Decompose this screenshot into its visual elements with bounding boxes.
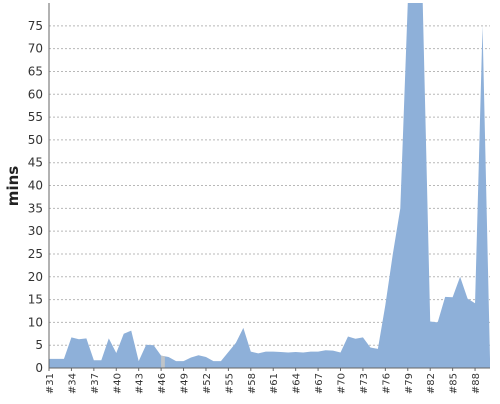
y-tick-label: 15 — [28, 293, 43, 307]
x-tick-label: #67 — [314, 373, 325, 394]
x-tick-label: #76 — [381, 373, 392, 394]
y-tick-label: 50 — [28, 133, 43, 147]
y-tick-label: 0 — [35, 361, 43, 375]
x-tick-label: #46 — [157, 373, 168, 394]
x-tick-label: #61 — [269, 373, 280, 394]
x-tick-label: #52 — [202, 373, 213, 394]
x-tick-labels: #31 #34 #37 #40 #43 #46 #49 #52 #55 #58 #61 #64 #67 #… — [45, 368, 482, 394]
y-tick-label: 45 — [28, 156, 43, 170]
y-tick-label: 60 — [28, 87, 43, 101]
y-tick-label: 65 — [28, 64, 43, 78]
x-tick-label: #43 — [135, 373, 146, 394]
y-tick-label: 75 — [28, 19, 43, 33]
x-tick-label: #40 — [112, 373, 123, 394]
x-tick-label: #88 — [471, 373, 482, 394]
y-tick-label: 55 — [28, 110, 43, 124]
x-tick-label: #49 — [180, 373, 191, 394]
grid-layer — [49, 25, 490, 346]
x-tick-label: #79 — [404, 373, 415, 394]
y-tick-label: 30 — [28, 224, 43, 238]
axis-layer — [48, 3, 490, 369]
y-tick-label: 25 — [28, 247, 43, 261]
x-tick-label: #70 — [337, 373, 348, 394]
x-tick-label: #34 — [67, 373, 78, 394]
x-tick-label: #37 — [90, 373, 101, 394]
y-tick-label: 35 — [28, 201, 43, 215]
x-tick-label: #58 — [247, 373, 258, 394]
y-tick-label: 10 — [28, 315, 43, 329]
area-layer — [49, 3, 490, 368]
area-series — [49, 3, 490, 368]
y-tick-label: 40 — [28, 179, 43, 193]
x-tick-label: #55 — [224, 373, 235, 394]
y-tick-label: 70 — [28, 42, 43, 56]
y-axis-title: mins — [4, 166, 22, 206]
x-tick-label: #64 — [292, 373, 303, 394]
x-tick-label: #73 — [359, 373, 370, 394]
highlighted-segment — [161, 355, 165, 368]
x-tick-label: #85 — [449, 373, 460, 394]
y-tick-label: 20 — [28, 270, 43, 284]
x-tick-label: #31 — [45, 373, 56, 394]
x-tick-label: #82 — [426, 373, 437, 394]
y-tick-label: 5 — [35, 338, 43, 352]
y-tick-labels: 0 5 10 15 20 25 30 35 40 45 50 55 60 65 70 75 — [28, 19, 43, 375]
